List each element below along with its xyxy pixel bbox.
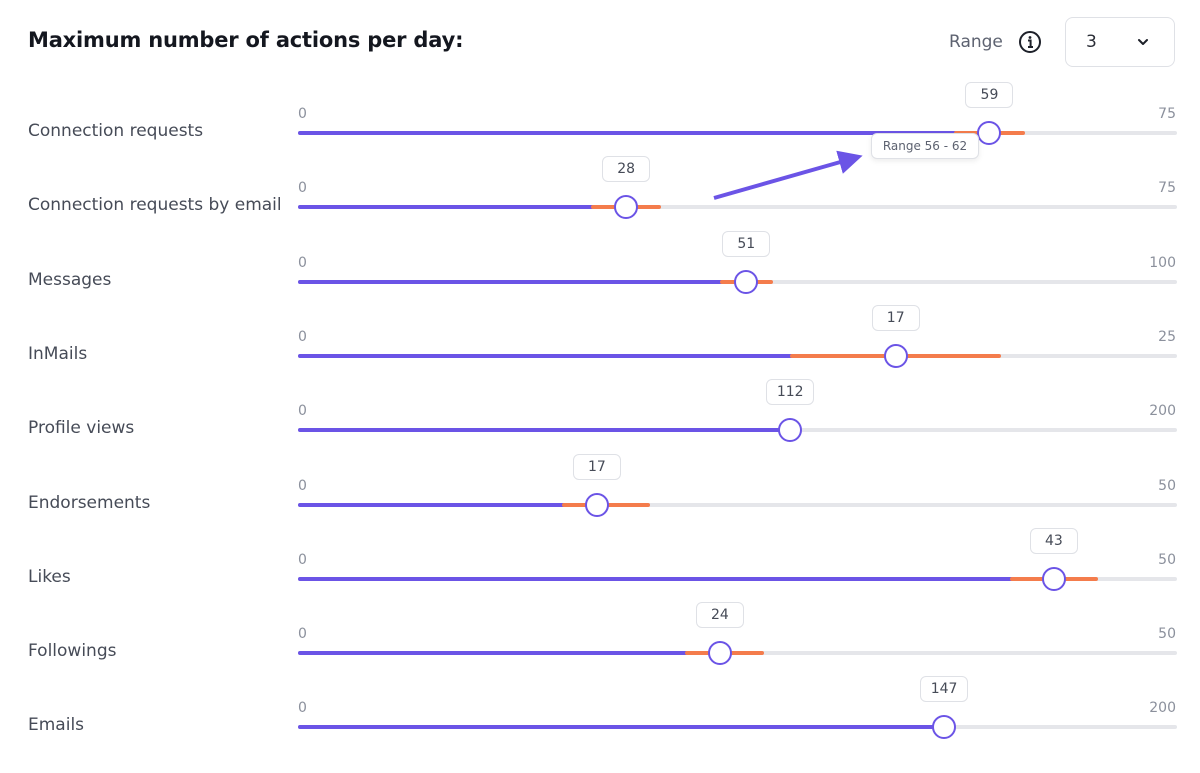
slider-thumb[interactable] [707, 641, 732, 666]
slider-thumb[interactable] [932, 715, 957, 740]
slider-max-label: 50 [1158, 477, 1176, 494]
slider-value-bubble: 17 [572, 453, 621, 480]
slider-min-label: 0 [298, 254, 307, 271]
slider-value-bubble: 17 [871, 304, 920, 331]
range-slider[interactable]: 0 200 147 [298, 676, 1177, 744]
range-slider[interactable]: 0 50 17 [298, 453, 1177, 522]
slider-max-label: 75 [1158, 180, 1176, 197]
slider-min-label: 0 [298, 477, 307, 494]
info-icon[interactable] [1018, 30, 1042, 54]
slider-label: Endorsements [28, 492, 151, 513]
slider-max-label: 200 [1149, 700, 1176, 717]
slider-label: Likes [28, 566, 71, 587]
slider-row: Profile views 0 200 112 [0, 379, 1200, 466]
slider-fill [298, 353, 896, 358]
range-select-value: 3 [1086, 32, 1097, 52]
slider-min-label: 0 [298, 626, 307, 643]
range-select[interactable]: 3 [1065, 17, 1175, 67]
slider-thumb[interactable] [584, 492, 609, 517]
slider-row: Likes 0 50 43 [0, 527, 1200, 615]
slider-value-bubble: 24 [695, 602, 744, 629]
range-label: Range [949, 32, 1003, 52]
slider-row: InMails 0 25 17 [0, 304, 1200, 392]
slider-fill [298, 279, 747, 284]
slider-thumb[interactable] [778, 418, 803, 443]
range-slider[interactable]: 0 50 43 [298, 527, 1177, 596]
slider-label: Emails [28, 715, 85, 736]
chevron-down-icon [1138, 39, 1148, 45]
page-title: Maximum number of actions per day: [28, 28, 464, 52]
slider-thumb[interactable] [734, 269, 759, 294]
slider-max-label: 100 [1149, 254, 1176, 271]
slider-track[interactable] [298, 205, 1177, 210]
slider-row: Endorsements 0 50 17 [0, 453, 1200, 541]
range-slider[interactable]: 0 100 51 [298, 230, 1177, 299]
slider-fill [298, 428, 791, 433]
slider-row: Emails 0 200 147 [0, 676, 1200, 763]
range-slider[interactable]: 0 200 112 [298, 379, 1177, 447]
slider-label: Followings [28, 641, 117, 662]
slider-thumb[interactable] [1041, 566, 1066, 591]
slider-min-label: 0 [298, 403, 307, 420]
slider-min-label: 0 [298, 106, 307, 122]
slider-row: Connection requests by email 0 75 28 [0, 156, 1200, 243]
slider-max-label: 200 [1149, 403, 1176, 420]
slider-value-bubble: 51 [722, 230, 771, 257]
range-slider[interactable]: 0 75 59 [298, 82, 1177, 150]
slider-track[interactable] [298, 502, 1177, 507]
slider-fill [298, 725, 945, 730]
slider-fill [298, 131, 990, 135]
slider-min-label: 0 [298, 328, 307, 345]
slider-fill [298, 502, 597, 507]
slider-max-label: 50 [1158, 551, 1176, 568]
slider-label: Connection requests by email [28, 195, 282, 216]
slider-fill [298, 651, 720, 656]
slider-value-bubble: 147 [920, 676, 969, 703]
slider-max-label: 25 [1158, 328, 1176, 345]
slider-value-bubble: 28 [602, 156, 651, 183]
slider-label: Messages [28, 269, 112, 290]
slider-row: Followings 0 50 24 [0, 602, 1200, 689]
slider-min-label: 0 [298, 551, 307, 568]
slider-row: Connection requests 0 75 59 [0, 82, 1200, 169]
slider-fill [298, 205, 627, 210]
range-slider[interactable]: 0 25 17 [298, 304, 1177, 373]
slider-thumb[interactable] [883, 343, 908, 368]
slider-max-label: 75 [1158, 106, 1176, 122]
slider-label: Profile views [28, 418, 135, 439]
slider-value-bubble: 43 [1029, 527, 1078, 554]
slider-max-label: 50 [1158, 626, 1176, 643]
slider-row: Messages 0 100 51 [0, 230, 1200, 318]
slider-label: InMails [28, 343, 88, 364]
slider-fill [298, 576, 1054, 581]
slider-label: Connection requests [28, 121, 204, 141]
slider-min-label: 0 [298, 180, 307, 197]
slider-min-label: 0 [298, 700, 307, 717]
range-slider[interactable]: 0 75 28 [298, 156, 1177, 224]
slider-thumb[interactable] [614, 195, 639, 220]
slider-value-bubble: 112 [766, 379, 815, 406]
range-tooltip: Range 56 - 62 [871, 133, 979, 159]
slider-thumb[interactable] [977, 121, 1002, 145]
range-slider[interactable]: 0 50 24 [298, 602, 1177, 670]
slider-value-bubble: 59 [965, 82, 1014, 108]
